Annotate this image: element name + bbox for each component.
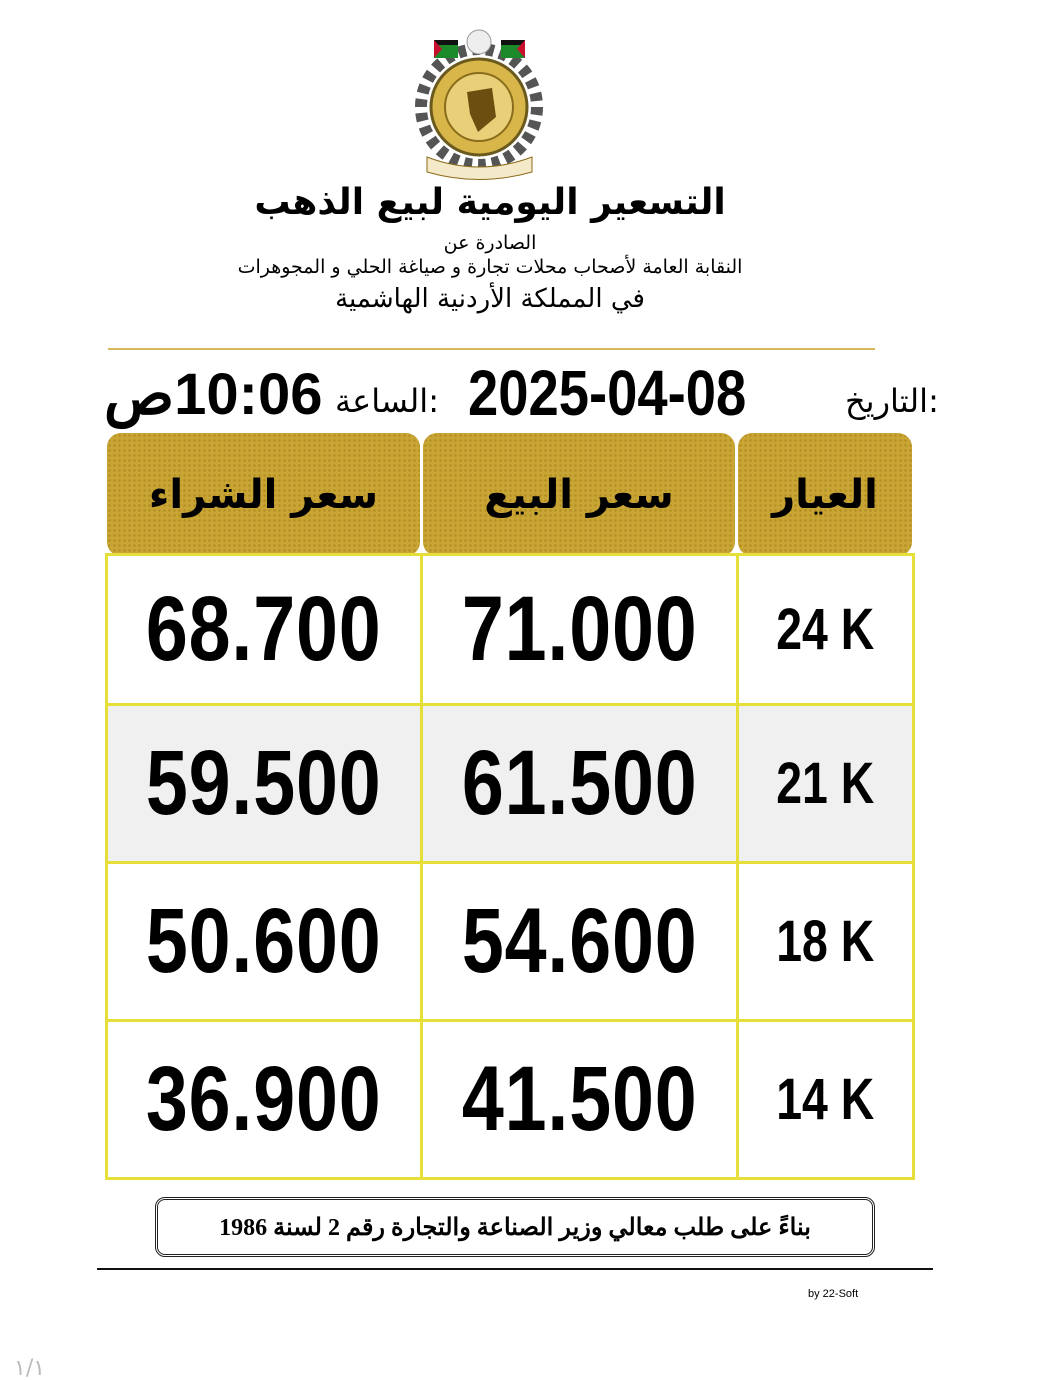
sell-price-cell: 61.500	[461, 732, 698, 834]
header-sell-price: سعر البيع	[423, 433, 735, 556]
page-title: التسعير اليومية لبيع الذهب	[254, 182, 726, 223]
time-value: 10:06ص	[104, 362, 323, 427]
sell-price-cell: 41.500	[461, 1048, 698, 1150]
buy-price-cell: 59.500	[146, 732, 382, 834]
footer-divider	[97, 1268, 933, 1270]
header-buy-price: سعر الشراء	[107, 433, 420, 556]
page-number: ١/١	[14, 1356, 46, 1380]
sell-price-cell: 71.000	[461, 578, 698, 680]
kingdom-name: في المملكة الأردنية الهاشمية	[335, 284, 645, 314]
karat-cell: 21 K	[776, 751, 875, 816]
header-karat: العيار	[738, 433, 912, 556]
date-label: التاريخ:	[845, 382, 939, 420]
karat-cell: 24 K	[776, 597, 875, 662]
ministry-note: بناءً على طلب معالي وزير الصناعة والتجار…	[155, 1197, 875, 1257]
buy-price-cell: 68.700	[146, 578, 382, 680]
divider	[108, 348, 875, 350]
union-name: النقابة العامة لأصحاب محلات تجارة و صياغ…	[237, 256, 743, 278]
buy-price-cell: 50.600	[146, 890, 382, 992]
sell-price-cell: 54.600	[461, 890, 698, 992]
time-label: الساعة:	[335, 382, 439, 420]
karat-cell: 18 K	[776, 909, 875, 974]
karat-cell: 14 K	[776, 1067, 875, 1132]
date-value: 2025-04-08	[468, 357, 747, 429]
buy-price-cell: 36.900	[146, 1048, 382, 1150]
union-logo	[415, 29, 543, 180]
issued-by: الصادرة عن	[443, 232, 537, 254]
credit: by 22-Soft	[808, 1288, 859, 1300]
